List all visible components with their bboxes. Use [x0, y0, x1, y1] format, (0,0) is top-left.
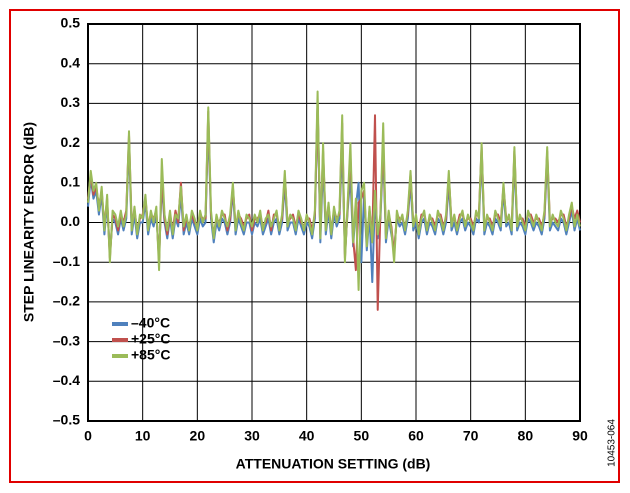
figure-border	[9, 9, 620, 483]
legend-label: +85°C	[131, 347, 170, 363]
x-tick-label: 20	[190, 428, 206, 444]
x-tick-label: 90	[572, 428, 588, 444]
y-tick-label: –0.1	[53, 253, 80, 269]
y-axis-label: STEP LINEARITY ERROR (dB)	[21, 122, 37, 322]
x-tick-label: 0	[84, 428, 92, 444]
y-tick-label: 0.3	[61, 94, 81, 110]
legend-label: +25°C	[131, 331, 170, 347]
x-tick-label: 50	[354, 428, 370, 444]
x-tick-label: 70	[463, 428, 479, 444]
y-tick-label: –0.5	[53, 412, 80, 428]
x-axis-label: ATTENUATION SETTING (dB)	[236, 456, 431, 472]
x-tick-label: 60	[408, 428, 424, 444]
y-tick-label: 0.5	[61, 15, 81, 31]
y-tick-label: –0.3	[53, 332, 80, 348]
y-tick-label: –0.4	[53, 372, 80, 388]
y-tick-label: 0.4	[61, 54, 81, 70]
y-tick-label: –0.2	[53, 293, 80, 309]
x-tick-label: 80	[518, 428, 534, 444]
x-tick-label: 40	[299, 428, 315, 444]
figure-id: 10453-064	[607, 419, 618, 467]
y-tick-label: 0.1	[61, 174, 81, 190]
series-line	[87, 90, 581, 291]
x-tick-label: 10	[135, 428, 151, 444]
x-tick-label: 30	[244, 428, 260, 444]
y-tick-label: 0.0	[61, 213, 81, 229]
y-tick-label: 0.2	[61, 134, 81, 150]
legend-label: –40°C	[131, 315, 170, 331]
